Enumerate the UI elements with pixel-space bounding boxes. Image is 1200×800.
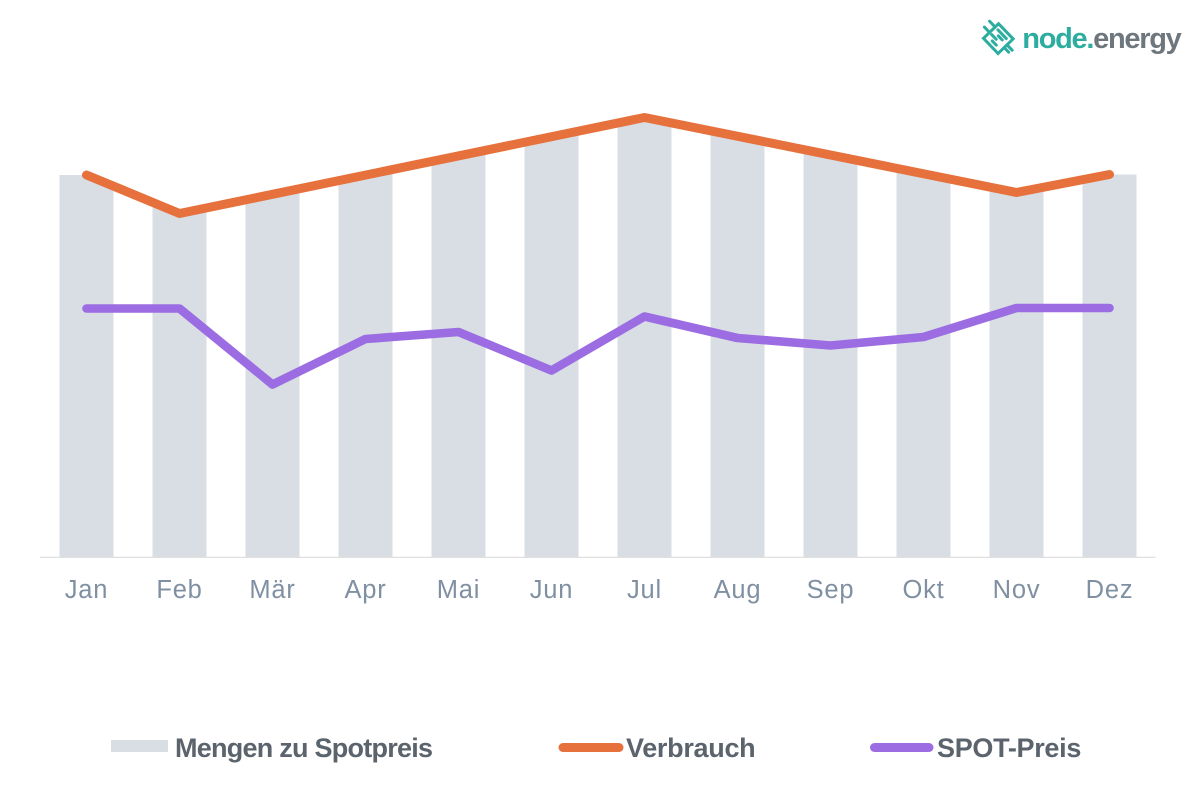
svg-text:Verbrauch: Verbrauch [626,733,755,763]
svg-text:Jul: Jul [627,576,662,604]
svg-text:Mai: Mai [437,576,481,604]
svg-text:Jun: Jun [530,576,574,604]
svg-text:node.energy: node.energy [1022,23,1181,55]
svg-text:SPOT-Preis: SPOT-Preis [937,733,1081,763]
svg-text:Sep: Sep [807,576,855,604]
svg-text:Jan: Jan [65,576,109,604]
svg-text:Aug: Aug [714,576,762,604]
svg-text:Nov: Nov [993,576,1041,604]
svg-text:Mengen zu Spotpreis: Mengen zu Spotpreis [175,733,432,763]
svg-text:Dez: Dez [1086,576,1134,604]
svg-text:Mär: Mär [249,576,295,604]
svg-text:Okt: Okt [902,576,944,604]
svg-text:Feb: Feb [156,576,202,604]
svg-text:Apr: Apr [344,576,386,604]
